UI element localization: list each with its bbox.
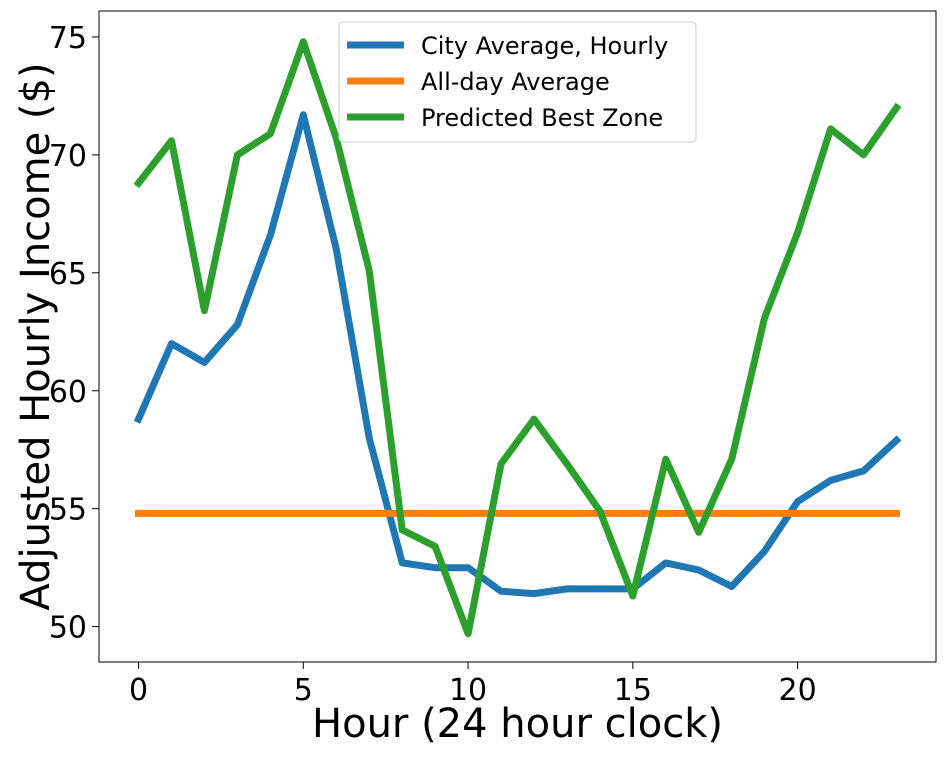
y-tick-label: 65 [49,257,87,292]
y-axis-title: Adjusted Hourly Income ($) [13,62,59,610]
series-line-3 [133,38,902,638]
x-tick-label: 10 [449,673,487,708]
legend-label: All-day Average [421,68,610,96]
y-tick-label: 60 [49,375,87,410]
y-tick-label: 55 [49,493,87,528]
plot-area-frame [98,10,937,663]
series-layer [133,38,902,638]
legend-label: Predicted Best Zone [421,104,663,132]
x-tick-label: 5 [294,673,313,708]
x-axis: 0 5 10 15 20 [129,662,817,708]
y-tick-label: 75 [49,21,87,56]
y-axis: 50 55 60 65 70 75 [49,21,99,646]
x-axis-title: Hour (24 hour clock) [312,701,723,747]
series-line-1 [133,111,902,598]
x-tick-label: 0 [129,673,148,708]
legend-label: City Average, Hourly [421,32,668,60]
legend-box [338,21,697,143]
x-tick-label: 15 [614,673,652,708]
y-tick-label: 70 [49,139,87,174]
y-tick-label: 50 [49,611,87,646]
legend: City Average, Hourly All-day Average Predi… [338,21,697,143]
x-tick-label: 20 [779,673,817,708]
